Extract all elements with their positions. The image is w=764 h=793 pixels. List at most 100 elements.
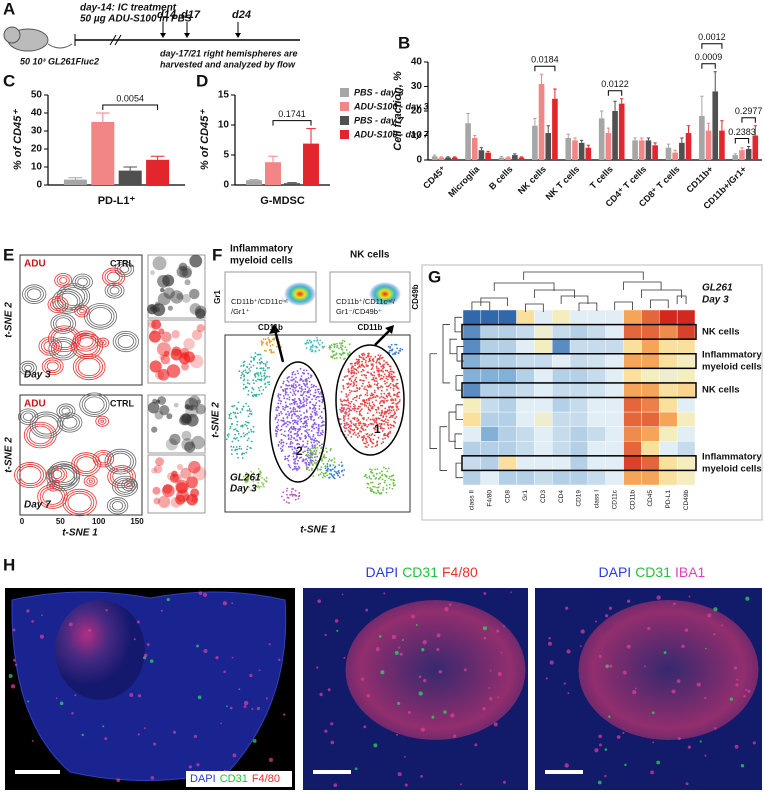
tsne-point — [281, 445, 284, 448]
tsne-point — [303, 404, 305, 406]
tsne-point — [366, 476, 368, 479]
tsne-point — [321, 401, 324, 404]
tsne-point — [260, 361, 263, 364]
tsne-point — [339, 398, 342, 401]
tsne-point — [292, 370, 295, 373]
tsne-point — [249, 370, 252, 372]
tsne-point — [246, 445, 249, 448]
row-label: myeloid cells — [702, 464, 762, 475]
tsne-point — [384, 474, 386, 476]
heatmap-cell — [676, 470, 696, 486]
tsne-point — [295, 469, 298, 472]
thumb-dot — [155, 457, 164, 467]
cell-signal — [153, 742, 157, 746]
day-label: Day 3 — [24, 370, 51, 381]
tsne-point — [385, 377, 388, 380]
tsne-point — [315, 461, 318, 464]
bar — [465, 123, 471, 160]
tsne-point — [308, 388, 311, 390]
heatmap-cell — [480, 441, 499, 457]
tsne-point — [245, 424, 248, 427]
tsne-point — [379, 404, 382, 407]
heatmap-cell — [623, 470, 642, 486]
tsne-point — [368, 475, 371, 478]
cell-signal — [685, 782, 689, 786]
heatmap-cell — [569, 426, 589, 442]
bar — [638, 140, 645, 160]
tsne-point — [228, 413, 231, 416]
tsne-point — [310, 413, 312, 416]
tsne-point — [260, 378, 263, 381]
tsne-point — [365, 437, 367, 440]
tsne-point — [294, 498, 297, 501]
bar — [578, 142, 585, 160]
tsne-point — [231, 440, 234, 443]
tsne-point — [377, 354, 380, 357]
tsne-point — [379, 425, 382, 427]
panel-label: D — [196, 71, 208, 90]
heatmap-cell — [605, 441, 624, 457]
cell-signal — [391, 634, 397, 640]
tsne-point — [380, 357, 383, 360]
error-bar — [666, 143, 671, 148]
tsne-point — [277, 395, 280, 398]
heatmap-cell — [641, 353, 660, 369]
tsne-point — [309, 454, 312, 457]
tsne-point — [307, 377, 310, 379]
tsne-point — [365, 359, 367, 362]
heatmap-cell — [480, 338, 499, 354]
cell-signal — [634, 687, 637, 690]
tsne-point — [382, 375, 385, 378]
thumb-dot — [165, 438, 178, 451]
tsne-point — [320, 393, 323, 395]
tsne-point — [322, 472, 325, 475]
tsne-point — [389, 416, 392, 418]
cell-signal — [604, 774, 607, 778]
tsne-point — [295, 467, 298, 470]
tsne-point — [294, 460, 296, 463]
tsne-point — [340, 403, 343, 406]
tsne-point — [387, 436, 390, 438]
significance-bracket — [734, 138, 750, 144]
heatmap-cell — [569, 309, 589, 325]
heatmap-cell — [641, 309, 660, 325]
tsne-point — [385, 385, 388, 388]
tsne-point — [387, 345, 390, 348]
tsne-point — [241, 453, 243, 456]
contour — [104, 269, 123, 285]
heatmap-cell — [498, 455, 517, 471]
tsne-point — [378, 422, 381, 425]
thumb-dot — [179, 265, 193, 279]
tsne-point — [373, 379, 376, 382]
tsne-point — [364, 445, 367, 448]
tsne-point — [365, 376, 368, 379]
x-tick-label: G-MDSC — [260, 195, 305, 207]
tsne-point — [354, 379, 356, 382]
heatmap-cell — [587, 426, 606, 442]
tsne-point — [383, 432, 386, 435]
cell-signal — [650, 770, 654, 775]
tsne-point — [232, 446, 235, 448]
tsne-point — [309, 401, 312, 403]
tsne-point — [328, 346, 331, 349]
tsne-point — [390, 478, 393, 481]
thumb-dot — [176, 266, 188, 278]
tsne-point — [360, 370, 363, 373]
tsne-point — [249, 489, 252, 492]
tsne-point — [381, 377, 384, 380]
cell-signal — [594, 748, 599, 753]
tsne-point — [341, 339, 344, 342]
error-bar — [439, 156, 444, 158]
tsne-point — [244, 423, 247, 426]
tsne-point — [382, 489, 384, 491]
tsne-point — [308, 429, 311, 431]
tsne-point — [311, 438, 313, 441]
tsne-point — [385, 484, 388, 487]
heatmap-cell — [462, 324, 482, 340]
contour — [47, 296, 69, 314]
arrow — [374, 329, 391, 346]
tsne-point — [322, 474, 325, 477]
tsne-point — [391, 348, 394, 351]
timepoint: d17 — [181, 9, 201, 21]
tsne-point — [392, 478, 395, 481]
